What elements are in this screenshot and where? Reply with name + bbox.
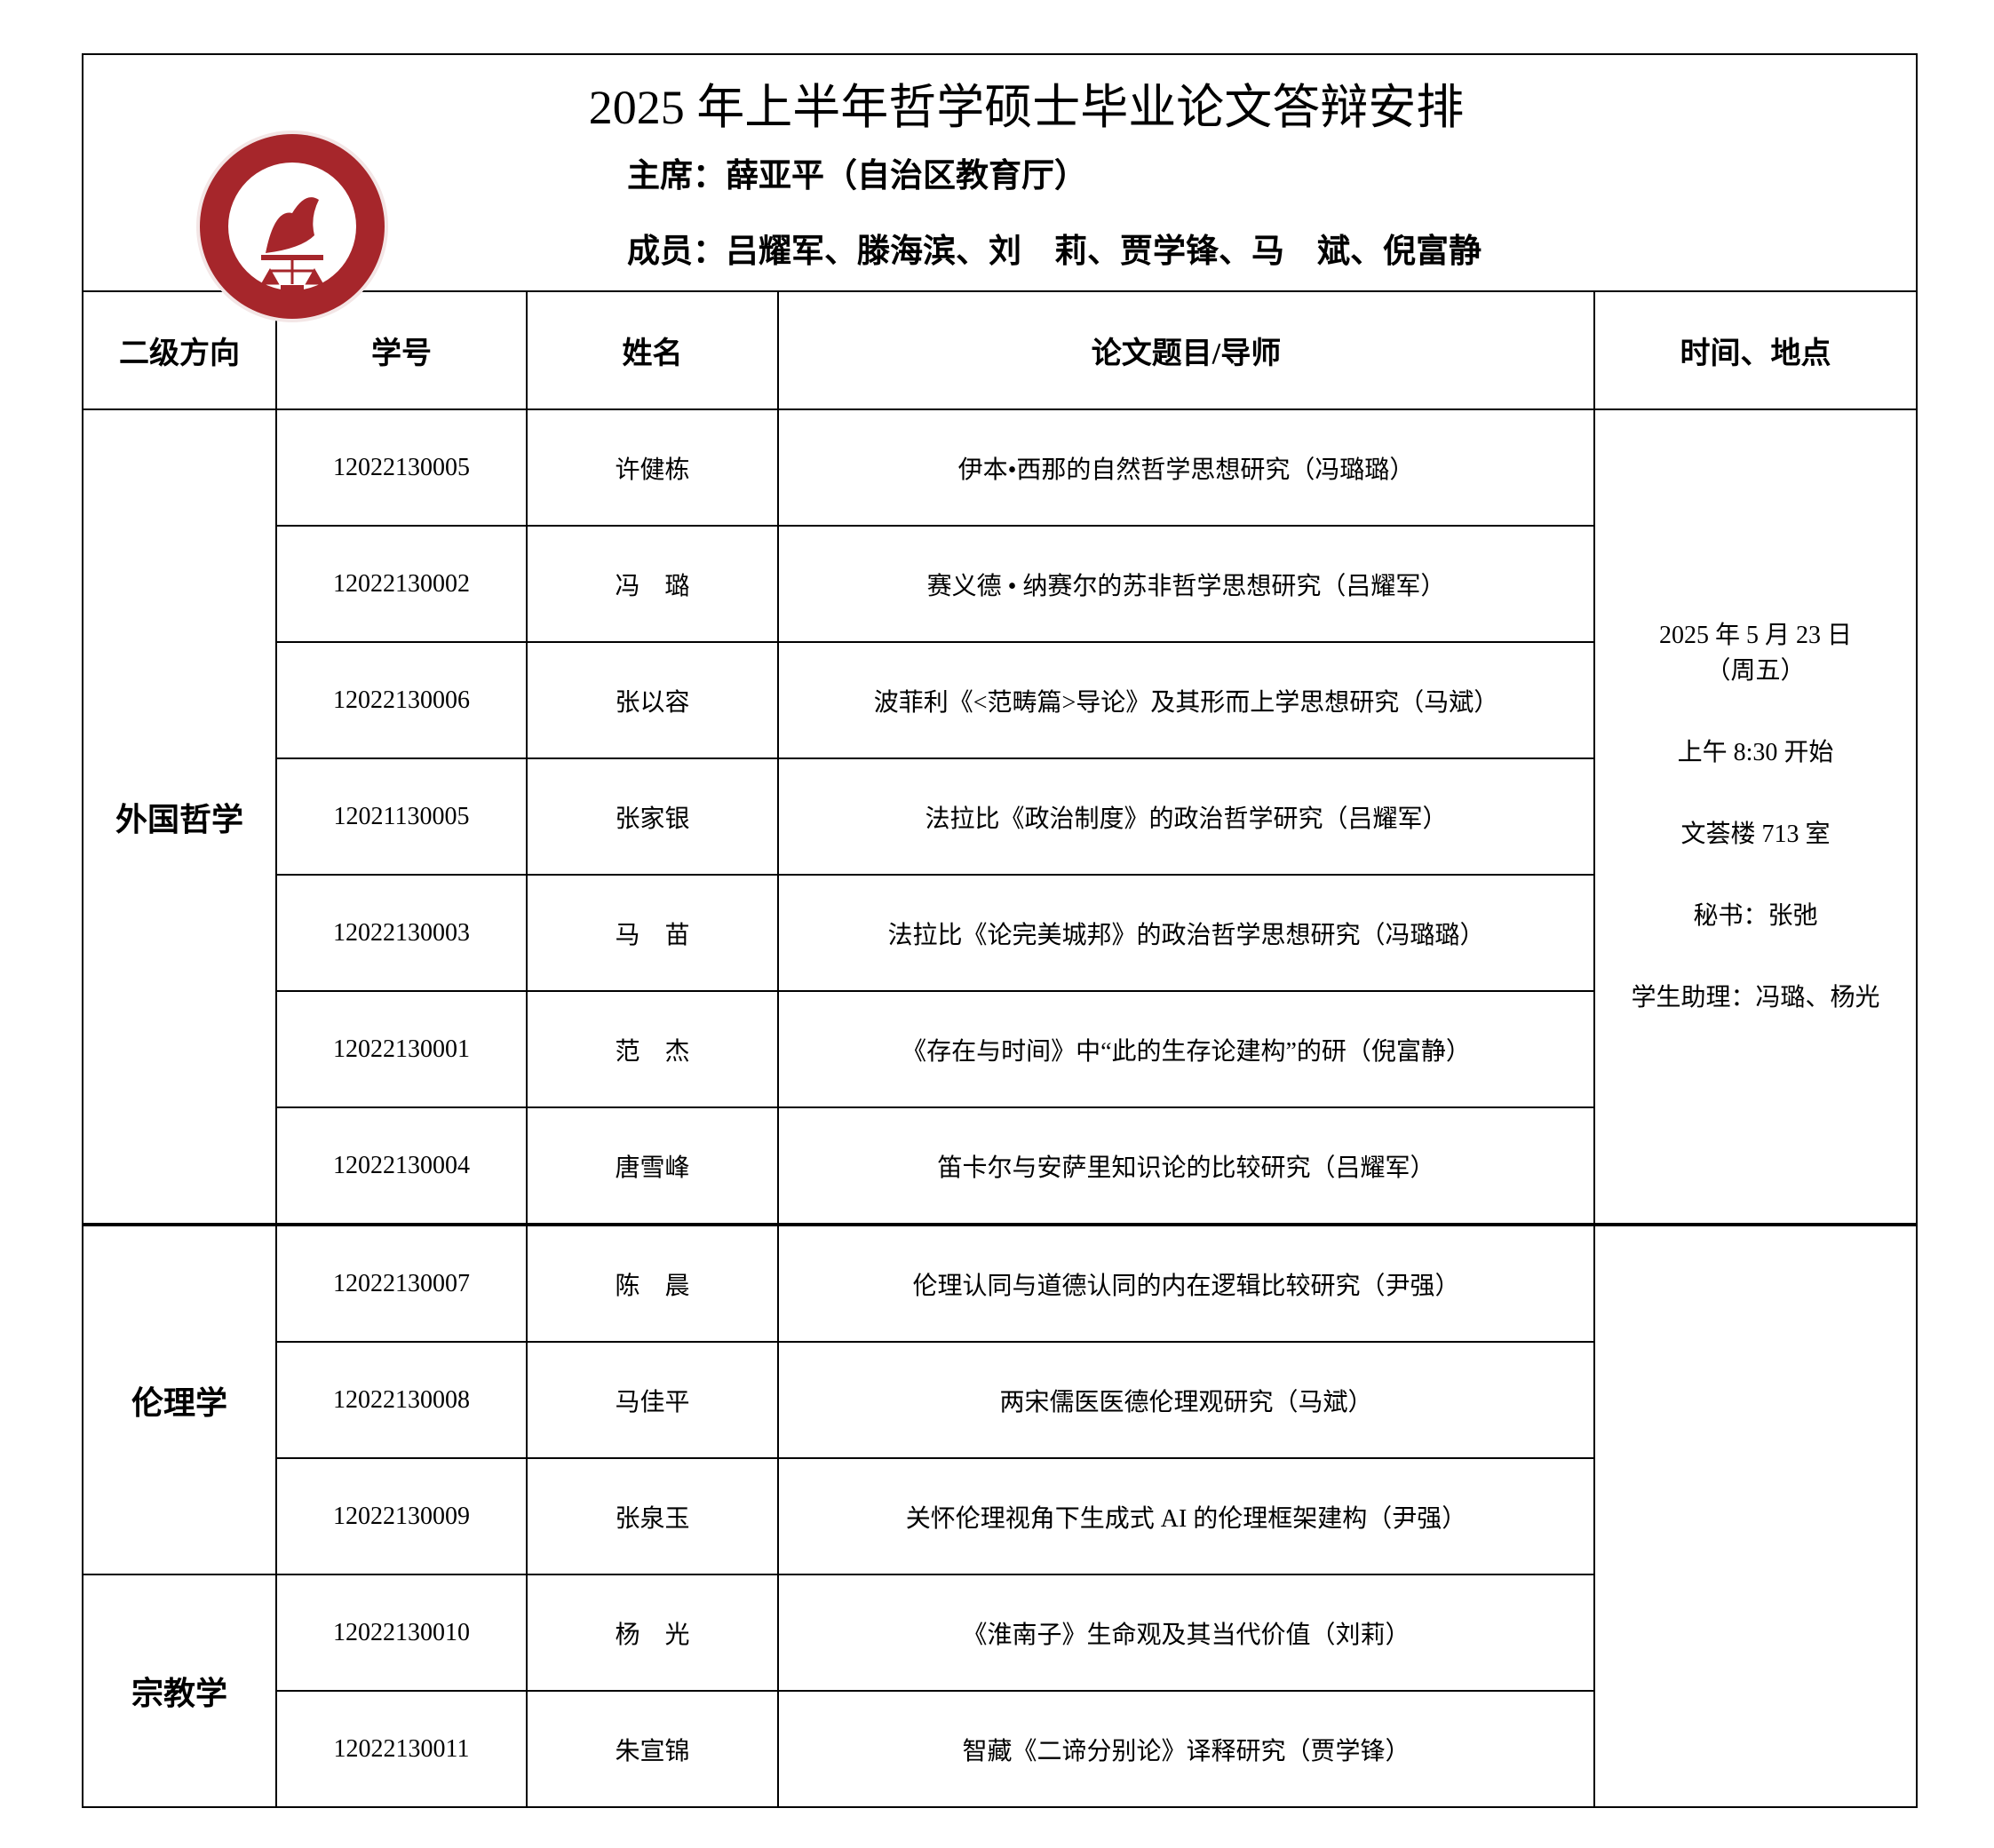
time-place-cell-empty [1593,1225,1918,1808]
table-row: 12022130009 张泉玉 关怀伦理视角下生成式 AI 的伦理框架建构（尹强） [83,1457,1917,1575]
direction-cell: 宗教学 [82,1574,277,1808]
schedule-table-foreign-philosophy: 2025 年上半年哲学硕士毕业论文答辩安排 主席：薛亚平（自治区教育厅） 成员：… [81,53,1919,1225]
document-title: 2025 年上半年哲学硕士毕业论文答辩安排 [588,81,1465,134]
student-name-cell: 陈 晨 [526,1225,779,1343]
committee-members: 成员：吕耀军、滕海滨、刘 莉、贾学锋、马 斌、倪富静 [627,234,1482,270]
defense-room: 文荟楼 713 室 [1680,820,1831,848]
student-id-cell: 12022130002 [275,525,528,643]
thesis-cell: 《淮南子》生命观及其当代价值（刘莉） [777,1574,1595,1692]
column-header-time-place: 时间、地点 [1593,290,1919,410]
student-id-cell: 12022130004 [275,1106,528,1225]
thesis-cell: 波菲利《<范畴篇>导论》及其形而上学思想研究（马斌） [777,641,1595,759]
direction-cell: 外国哲学 [82,408,277,1225]
thesis-cell: 关怀伦理视角下生成式 AI 的伦理框架建构（尹强） [777,1457,1595,1575]
thesis-cell: 智藏《二谛分别论》译释研究（贾学锋） [777,1690,1595,1808]
student-id-cell: 12022130003 [275,874,528,992]
student-name-cell: 张家银 [526,757,779,876]
student-name-cell: 朱宣锦 [526,1690,779,1808]
committee-chair: 主席：薛亚平（自治区教育厅） [627,158,1087,194]
table-row: 外国哲学 12022130005 许健栋 伊本•西那的自然哲学思想研究（冯璐璐） 202… [82,408,1919,1225]
table-row: 12022130002 冯 璐赛义德 • 纳赛尔的苏非哲学思想研究（吕耀军） [83,525,1917,643]
table-row: 12022130008 马佳平 两宋儒医医德伦理观研究（马斌） [83,1341,1917,1459]
thesis-cell: 法拉比《政治制度》的政治哲学研究（吕耀军） [777,757,1595,876]
thesis-cell: 笛卡尔与安萨里知识论的比较研究（吕耀军） [777,1106,1595,1225]
direction-cell: 伦理学 [82,1225,277,1575]
student-id-cell: 12022130006 [275,641,528,759]
student-name-cell: 杨 光 [526,1574,779,1692]
thesis-cell: 法拉比《论完美城邦》的政治哲学思想研究（冯璐璐） [777,874,1595,992]
table-row: 12022130001 范 杰《存在与时间》中“此的生存论建构”的研（倪富静） [83,990,1917,1108]
column-header-name: 姓名 [526,290,779,410]
secretary: 秘书：张弛 [1693,901,1818,930]
defense-weekday: （周五） [1705,656,1806,685]
student-id-cell: 12022130007 [275,1225,528,1343]
student-name-cell: 马 苗 [526,874,779,992]
student-name-cell: 许健栋 [526,408,779,527]
time-place-cell: 2025 年 5 月 23 日 （周五） 上午 8:30 开始 文荟楼 713 室秘书… [1593,408,1919,1225]
student-id-cell: 12022130009 [275,1457,528,1575]
schedule-table-ethics-religion: 伦理学 12022130007 陈 晨伦理认同与道德认同的内在逻辑比较研究（尹强） 1… [82,1225,1918,1808]
student-name-cell: 唐雪峰 [526,1106,779,1225]
column-header-thesis: 论文题目/导师 [777,290,1595,410]
student-id-cell: 12022130005 [275,408,528,527]
student-assistants: 学生助理：冯璐、杨光 [1631,983,1880,1011]
table-row: 12022130004 唐雪峰 笛卡尔与安萨里知识论的比较研究（吕耀军） [83,1106,1917,1225]
thesis-cell: 伊本•西那的自然哲学思想研究（冯璐璐） [777,408,1595,527]
table-row: 伦理学 12022130007 陈 晨伦理认同与道德认同的内在逻辑比较研究（尹强） [82,1225,1918,1808]
defense-date: 2025 年 5 月 23 日 [1659,621,1853,649]
table-row: 12022130003 马 苗法拉比《论完美城邦》的政治哲学思想研究（冯璐璐） [83,874,1917,992]
student-id-cell: 12022130011 [275,1690,528,1808]
student-name-cell: 马佳平 [526,1341,779,1459]
law-school-logo [196,131,388,322]
table-row: 12021130005 张家银 法拉比《政治制度》的政治哲学研究（吕耀军） [83,757,1917,876]
student-id-cell: 12022130001 [275,990,528,1108]
student-id-cell: 12022130010 [275,1574,528,1692]
document-header: 2025 年上半年哲学硕士毕业论文答辩安排 主席：薛亚平（自治区教育厅） 成员：… [81,53,1919,322]
column-header-direction: 二级方向 [82,290,277,410]
thesis-cell: 《存在与时间》中“此的生存论建构”的研（倪富静） [777,990,1595,1108]
student-name-cell: 张泉玉 [526,1457,779,1575]
student-name-cell: 冯 璐 [526,525,779,643]
student-id-cell: 12021130005 [275,757,528,876]
thesis-cell: 伦理认同与道德认同的内在逻辑比较研究（尹强） [777,1225,1595,1343]
thesis-cell: 赛义德 • 纳赛尔的苏非哲学思想研究（吕耀军） [777,525,1595,643]
student-name-cell: 范 杰 [526,990,779,1108]
student-id-cell: 12022130008 [275,1341,528,1459]
table-row: 12022130006 张以容 波菲利《<范畴篇>导论》及其形而上学思想研究（马斌） [83,641,1917,759]
defense-start-time: 上午 8:30 开始 [1677,738,1834,766]
student-name-cell: 张以容 [526,641,779,759]
table-row: 12022130011 朱宣锦 智藏《二谛分别论》译释研究（贾学锋） [83,1690,1917,1808]
table-row: 宗教学 12022130010 杨 光《淮南子》生命观及其当代价值（刘莉） [82,1574,1917,1808]
thesis-cell: 两宋儒医医德伦理观研究（马斌） [777,1341,1595,1459]
